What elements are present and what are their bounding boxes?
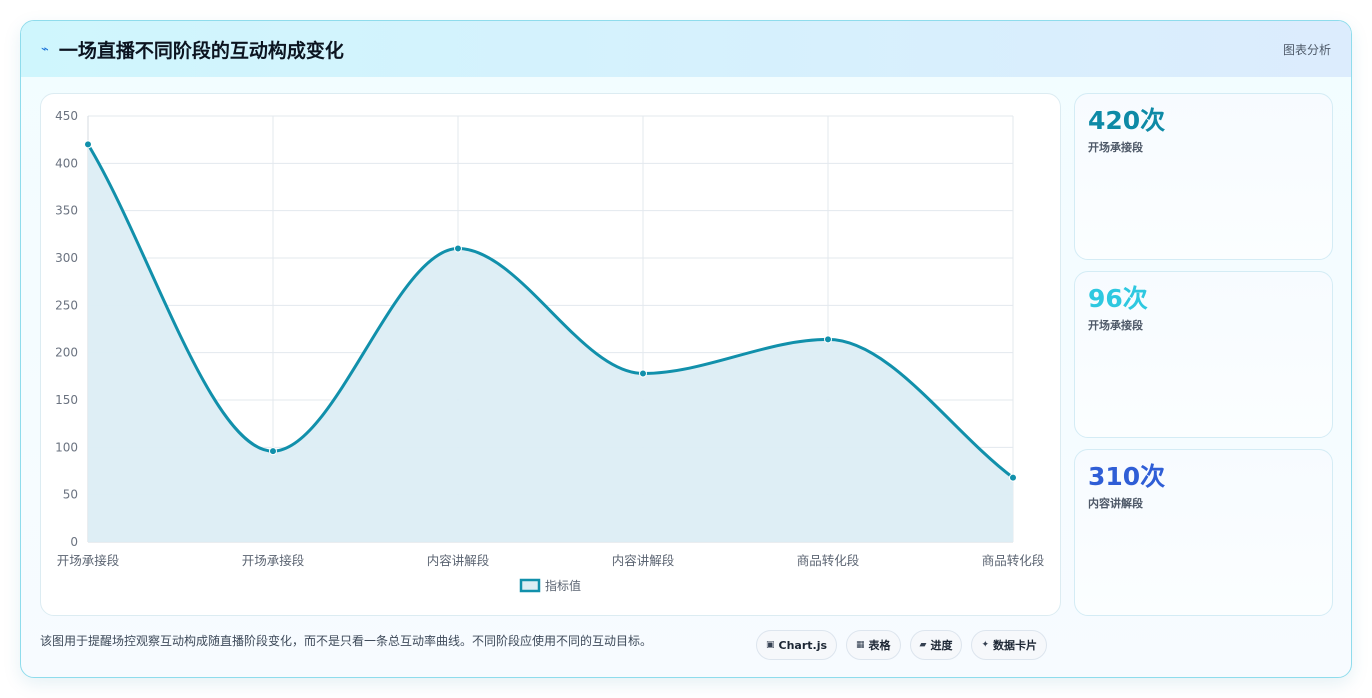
x-tick-label: 商品转化段 <box>982 553 1045 568</box>
y-tick-label: 250 <box>55 298 78 312</box>
y-tick-label: 0 <box>70 535 78 549</box>
data-point <box>639 369 647 378</box>
stat-value: 310次 <box>1088 462 1166 491</box>
stat-card-3: 310次 内容讲解段 <box>1074 449 1333 616</box>
x-tick-label: 内容讲解段 <box>427 553 490 568</box>
stat-value: 96次 <box>1088 284 1148 313</box>
chart-area: 0 50 100 150 200 250 300 350 400 450 开场承接段 开场承接段 内容讲… <box>40 93 1061 616</box>
chart-description: 该图用于提醒场控观察互动构成随直播阶段变化，而不是只看一条总互动率曲线。不同阶段… <box>40 634 653 648</box>
x-tick-label: 内容讲解段 <box>612 553 675 568</box>
y-tick-label: 450 <box>55 109 78 123</box>
x-tick-label: 开场承接段 <box>57 553 120 568</box>
stat-label: 开场承接段 <box>1088 141 1143 154</box>
y-tick-label: 350 <box>55 204 78 218</box>
data-point <box>1009 473 1017 482</box>
x-tick-label: 开场承接段 <box>242 553 305 568</box>
stat-label: 内容讲解段 <box>1088 497 1143 510</box>
series-line <box>86 143 1014 479</box>
data-point <box>824 335 832 344</box>
card-header: ⌁ 一场直播不同阶段的互动构成变化 图表分析 <box>21 21 1351 77</box>
chart-card: ⌁ 一场直播不同阶段的互动构成变化 图表分析 0 50 100 150 200 250 30… <box>20 20 1352 678</box>
pill-table[interactable]: ▦ 表格 <box>846 630 901 660</box>
table-icon: ▦ <box>856 640 865 650</box>
legend-label: 指标值 <box>545 578 581 593</box>
pill-progress[interactable]: ▰ 进度 <box>909 630 963 660</box>
stat-card-2: 96次 开场承接段 <box>1074 271 1333 438</box>
header-tag: 图表分析 <box>1282 43 1331 57</box>
chart-icon: ▣ <box>766 640 775 650</box>
data-point <box>269 447 277 456</box>
tech-pills: ▣ Chart.js ▦ 表格 ▰ 进度 ✦ 数据卡片 <box>756 630 1048 660</box>
series-area <box>88 144 1013 542</box>
progress-icon: ▰ <box>919 640 927 650</box>
stat-value: 420次 <box>1088 106 1166 135</box>
pill-label: Chart.js <box>778 638 828 652</box>
data-point <box>454 244 462 253</box>
y-tick-label: 100 <box>55 440 78 454</box>
y-tick-label: 150 <box>55 393 78 407</box>
data-point <box>84 140 92 149</box>
y-tick-label: 400 <box>55 156 78 170</box>
pill-chartjs[interactable]: ▣ Chart.js <box>756 630 838 660</box>
pill-label: 表格 <box>868 639 891 652</box>
stat-card-1: 420次 开场承接段 <box>1074 93 1333 260</box>
stat-label: 开场承接段 <box>1088 319 1143 332</box>
sparkle-icon: ✦ <box>981 640 990 650</box>
pill-label: 进度 <box>930 639 953 652</box>
y-tick-label: 200 <box>55 346 78 360</box>
x-tick-label: 商品转化段 <box>797 553 860 568</box>
lightning-icon: ⌁ <box>41 41 49 57</box>
legend-swatch <box>519 578 541 593</box>
line-chart: 0 50 100 150 200 250 300 350 400 450 开场承接段 开场承接段 内容讲… <box>55 109 1045 593</box>
pill-data-cards[interactable]: ✦ 数据卡片 <box>971 630 1048 660</box>
card-title: 一场直播不同阶段的互动构成变化 <box>58 39 344 62</box>
pill-label: 数据卡片 <box>993 639 1038 652</box>
y-tick-label: 50 <box>63 488 78 502</box>
y-tick-label: 300 <box>55 251 78 265</box>
